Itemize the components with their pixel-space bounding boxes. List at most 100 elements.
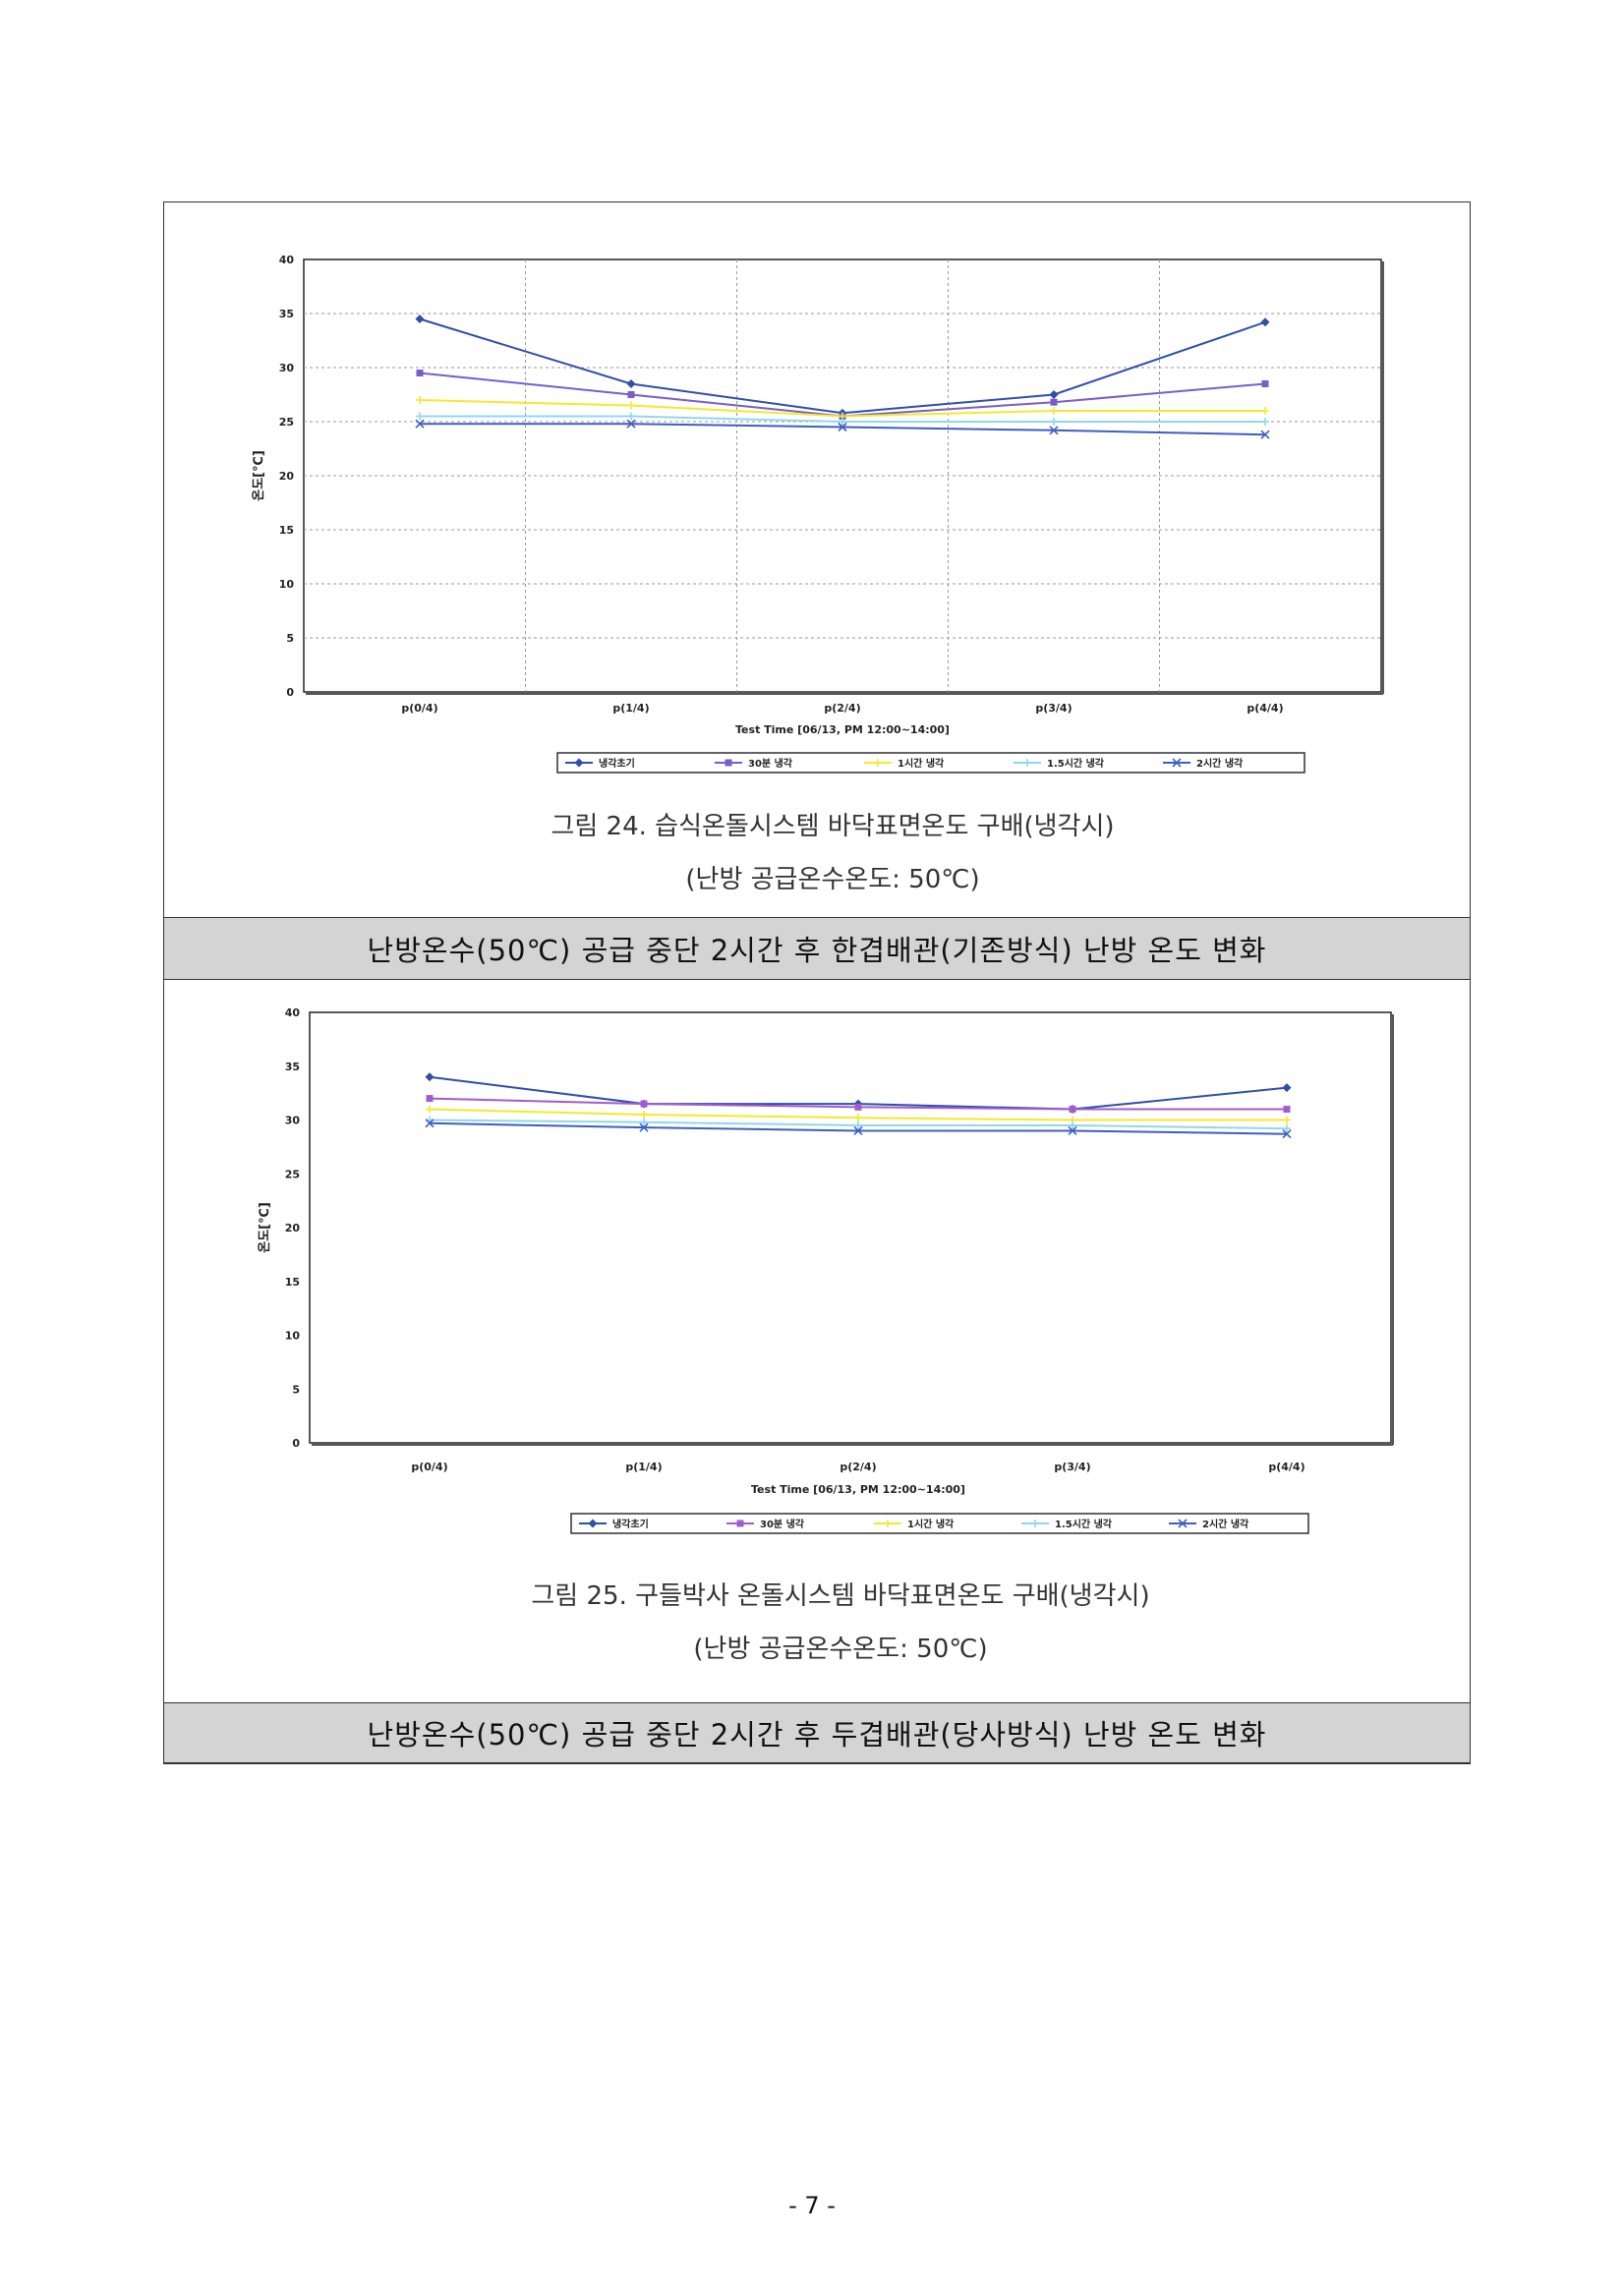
x-tick-label: p(2/4)	[824, 702, 860, 715]
y-tick-label: 0	[292, 1437, 300, 1450]
x-tick-label: p(1/4)	[612, 702, 649, 715]
y-axis-label: 온도[℃]	[258, 1202, 272, 1253]
legend-marker	[884, 1520, 892, 1527]
caption-bar-1: 난방온수(50℃) 공급 중단 2시간 후 한겹배관(기존방식) 난방 온도 변…	[164, 917, 1470, 980]
y-tick-label: 10	[285, 1330, 301, 1343]
data-point	[1283, 1124, 1291, 1133]
data-point	[1049, 426, 1059, 435]
legend-label: 1.5시간 냉각	[1055, 1518, 1113, 1530]
data-point	[838, 422, 847, 432]
page-number: - 7 -	[788, 2192, 836, 2219]
data-point	[1282, 1083, 1292, 1093]
legend-label: 1시간 냉각	[907, 1518, 955, 1530]
data-point	[854, 1114, 862, 1122]
x-tick-label: p(0/4)	[401, 702, 437, 715]
data-point	[626, 379, 636, 388]
legend-marker	[736, 1520, 744, 1527]
figure-cell-1: 0 5 10 15 20 25 30 35 40 온도[℃] p(0/4) p(1/4) p(2/4) p…	[164, 202, 1470, 917]
data-point	[1049, 390, 1059, 399]
series-4	[416, 412, 1269, 426]
data-point	[1283, 1106, 1291, 1114]
legend-box	[556, 752, 1305, 774]
y-tick-label: 5	[286, 632, 294, 645]
caption-bar-2: 난방온수(50℃) 공급 중단 2시간 후 두겹배관(당사방식) 난방 온도 변…	[164, 1702, 1470, 1763]
y-tick-label: 20	[285, 1222, 301, 1234]
data-point	[1260, 317, 1270, 327]
data-point	[415, 419, 425, 429]
data-point	[425, 1119, 435, 1128]
y-tick-label: 25	[285, 1168, 300, 1180]
data-point	[1068, 1125, 1077, 1136]
series-5	[415, 419, 1270, 439]
data-point	[627, 401, 635, 410]
y-tick-label: 15	[279, 524, 294, 537]
data-point	[627, 412, 635, 421]
y-tick-label: 5	[292, 1383, 300, 1396]
y-tick-label: 35	[285, 1061, 300, 1073]
data-point	[639, 1122, 649, 1132]
data-point	[627, 391, 635, 398]
legend-label: 2시간 냉각	[1196, 757, 1244, 770]
figure-table: 0 5 10 15 20 25 30 35 40 온도[℃] p(0/4) p(1/4) p(2/4) p…	[163, 201, 1471, 1764]
data-point	[839, 418, 846, 426]
x-tick-label: p(3/4)	[1035, 702, 1072, 715]
legend-marker	[588, 1519, 598, 1528]
y-axis-label: 온도[℃]	[252, 450, 266, 501]
y-tick-label: 40	[285, 1006, 301, 1019]
figure-caption-subtitle: (난방 공급온수온도: 50℃)	[693, 1635, 987, 1664]
legend-marker	[574, 758, 584, 768]
caption-bar-1-text: 난방온수(50℃) 공급 중단 2시간 후 한겹배관(기존방식) 난방 온도 변…	[367, 934, 1267, 967]
legend-marker	[1031, 1520, 1039, 1527]
data-point	[854, 1120, 862, 1129]
data-point	[640, 1118, 648, 1126]
data-point	[1050, 398, 1058, 406]
chart-1: 0 5 10 15 20 25 30 35 40 온도[℃] p(0/4) p(1/4) p(2/4) p…	[252, 254, 1384, 894]
data-point	[1069, 1106, 1076, 1114]
legend-box	[570, 1513, 1309, 1534]
legend-label: 냉각초기	[599, 757, 635, 770]
data-point	[1261, 407, 1269, 415]
legend-label: 냉각초기	[612, 1518, 649, 1530]
data-point	[415, 315, 425, 323]
y-tick-label: 35	[279, 308, 294, 320]
y-tick-label: 30	[279, 362, 295, 374]
data-point	[1050, 407, 1058, 415]
y-tick-label: 10	[279, 578, 295, 591]
series-2	[426, 1095, 1291, 1114]
x-tick-label: p(3/4)	[1054, 1461, 1090, 1473]
data-point	[854, 1103, 862, 1111]
y-tick-label: 15	[285, 1276, 300, 1289]
legend-label: 30분 냉각	[760, 1518, 805, 1530]
data-point	[1261, 380, 1269, 387]
data-point	[1069, 1120, 1076, 1129]
y-tick-label: 0	[286, 686, 294, 699]
data-point	[1050, 418, 1058, 426]
data-point	[1283, 1116, 1291, 1124]
x-tick-label: p(1/4)	[625, 1461, 662, 1473]
figure-cell-2: 0 5 10 15 20 25 30 35 40 온도[℃] p(0/4) p(1/4) p(2/4) p…	[164, 980, 1470, 1702]
plot-area	[309, 1011, 1392, 1444]
data-point	[1261, 418, 1269, 426]
series-5	[425, 1119, 1292, 1139]
data-point	[626, 419, 636, 429]
data-point	[426, 1105, 434, 1114]
data-point	[640, 1111, 648, 1119]
data-point	[426, 1095, 434, 1103]
x-tick-label: p(2/4)	[840, 1461, 876, 1473]
x-axis-label: Test Time [06/13, PM 12:00~14:00]	[751, 1483, 965, 1496]
chart-2: 0 5 10 15 20 25 30 35 40 온도[℃] p(0/4) p(1/4) p(2/4) p…	[258, 1006, 1394, 1664]
legend-marker	[725, 759, 732, 767]
legend-label: 2시간 냉각	[1202, 1518, 1249, 1530]
legend-marker	[1023, 759, 1031, 767]
data-point	[416, 412, 424, 421]
data-point	[416, 370, 424, 376]
data-point	[416, 396, 424, 404]
legend-label: 1.5시간 냉각	[1047, 757, 1105, 770]
legend-label: 1시간 냉각	[898, 757, 945, 770]
y-tick-label: 40	[279, 254, 295, 266]
legend-marker	[874, 759, 882, 767]
y-tick-label: 30	[285, 1115, 301, 1127]
data-point	[640, 1100, 648, 1108]
x-tick-label: p(0/4)	[411, 1461, 447, 1473]
data-point	[1260, 430, 1270, 439]
